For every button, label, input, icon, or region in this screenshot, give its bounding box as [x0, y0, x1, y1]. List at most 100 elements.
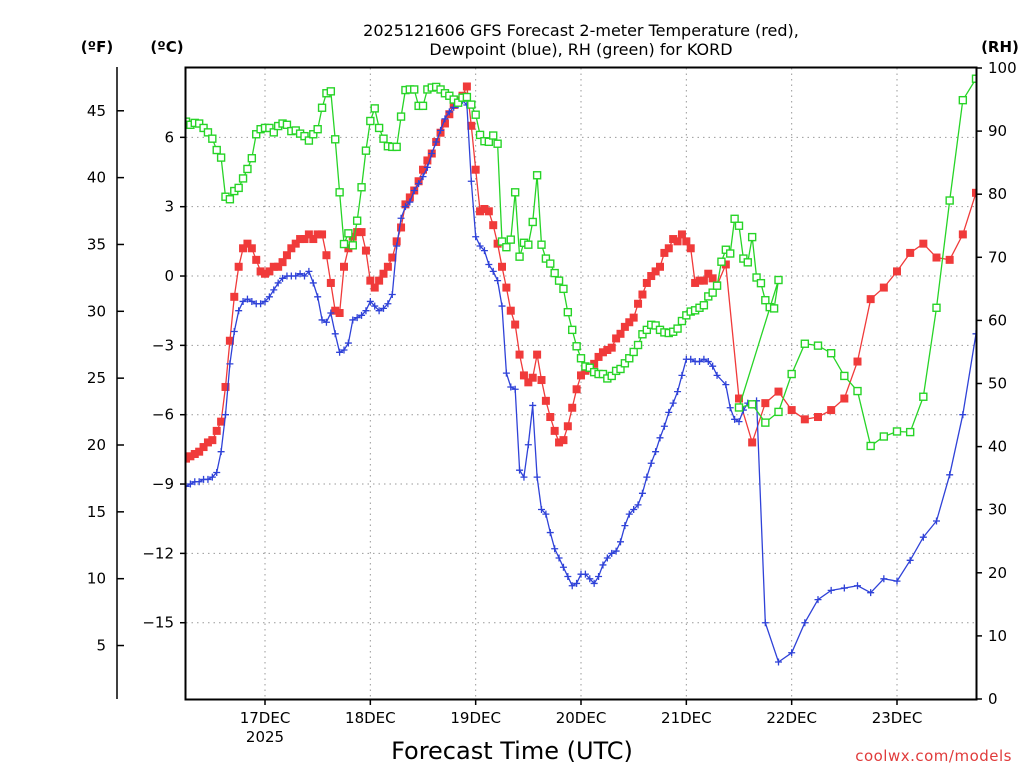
- temperature-point: [515, 350, 524, 359]
- rh-point: [374, 123, 384, 133]
- temperature-point: [735, 394, 743, 403]
- temperature-point: [699, 276, 708, 285]
- temperature-point: [656, 262, 664, 271]
- dewpoint-point: [564, 572, 572, 580]
- celsius-unit-label: (ºC): [150, 38, 183, 56]
- rh-unit-label: (RH): [981, 38, 1019, 56]
- dewpoint-point: [788, 649, 796, 657]
- rh-point: [370, 104, 379, 113]
- temperature-point: [361, 246, 370, 255]
- temperature-point: [375, 276, 384, 285]
- rh-point: [550, 268, 559, 278]
- fahrenheit-tick-label: 45: [87, 102, 106, 120]
- dewpoint-point: [617, 538, 624, 546]
- temperature-point: [612, 334, 621, 343]
- temperature-point: [541, 396, 550, 405]
- temperature-point: [629, 313, 638, 322]
- dewpoint-point: [406, 198, 414, 206]
- dewpoint-point: [520, 473, 528, 481]
- rh-point: [932, 303, 941, 312]
- temperature-point: [353, 228, 362, 237]
- temperature-point: [879, 283, 888, 292]
- rh-point: [282, 120, 292, 129]
- temperature-point: [239, 244, 248, 253]
- temperature-point: [568, 403, 577, 412]
- rh-point: [252, 130, 261, 139]
- rh-point: [243, 164, 252, 174]
- temperature-point: [651, 267, 660, 276]
- dewpoint-point: [362, 307, 370, 315]
- dewpoint-point: [437, 126, 445, 134]
- dewpoint-point: [669, 399, 677, 407]
- temperature-point: [217, 417, 226, 426]
- rh-point: [497, 237, 507, 246]
- temperature-point: [282, 251, 291, 260]
- rh-tick-label: 70: [988, 248, 1007, 266]
- temperature-point: [212, 426, 221, 435]
- dewpoint-point: [511, 385, 519, 393]
- rh-point: [238, 174, 248, 183]
- temperature-point: [221, 382, 230, 391]
- dewpoint-point: [709, 362, 717, 370]
- rh-point: [546, 259, 555, 268]
- temperature-point: [563, 422, 572, 431]
- rh-point: [625, 354, 634, 363]
- rh-point: [304, 136, 314, 145]
- temperature-point: [462, 82, 471, 91]
- temperature-point: [761, 399, 770, 408]
- temperature-point: [186, 452, 195, 461]
- dewpoint-point: [696, 358, 703, 366]
- dewpoint-point: [893, 577, 901, 585]
- temperature-point: [261, 269, 269, 278]
- temperature-point: [419, 165, 427, 174]
- dewpoint-point: [599, 561, 607, 569]
- temperature-point: [524, 378, 533, 387]
- temperature-point: [392, 237, 401, 246]
- temperature-point: [243, 239, 252, 248]
- rh-point: [361, 146, 371, 155]
- rh-point: [541, 254, 551, 263]
- dewpoint-point: [419, 173, 427, 181]
- rh-point: [418, 101, 428, 111]
- dewpoint-point: [498, 302, 506, 310]
- rh-point: [712, 281, 722, 290]
- temperature-point: [590, 359, 599, 368]
- temperature-point: [546, 413, 555, 422]
- rh-point: [313, 125, 322, 134]
- rh-point: [607, 371, 616, 381]
- dewpoint-point: [318, 316, 326, 324]
- fahrenheit-tick-label: 5: [96, 637, 106, 655]
- temperature-point: [331, 306, 340, 315]
- dewpoint-point: [555, 554, 563, 562]
- dewpoint-point: [603, 554, 611, 562]
- dewpoint-point: [217, 448, 225, 456]
- rh-point: [335, 188, 344, 197]
- rh-point: [484, 137, 494, 147]
- temperature-point: [660, 248, 669, 257]
- rh-point: [769, 304, 779, 313]
- temperature-point: [594, 352, 603, 361]
- rh-point: [752, 273, 761, 282]
- dewpoint-point: [731, 415, 739, 423]
- dewpoint-point: [656, 434, 664, 442]
- dewpoint-point: [257, 300, 265, 308]
- temperature-point: [405, 193, 414, 202]
- dewpoint-point: [327, 309, 335, 317]
- rh-point: [199, 123, 208, 133]
- temperature-point: [814, 413, 822, 422]
- rh-point: [396, 112, 406, 121]
- rh-point: [203, 128, 213, 137]
- rh-point: [471, 110, 480, 119]
- dewpoint-point: [301, 272, 308, 280]
- dewpoint-point: [524, 441, 532, 449]
- rh-point: [502, 243, 511, 252]
- dewpoint-point: [401, 203, 409, 211]
- rh-point: [234, 183, 243, 193]
- rh-point: [506, 235, 515, 244]
- rh-point: [638, 330, 647, 339]
- rh-point: [510, 188, 520, 197]
- rh-point: [265, 123, 274, 133]
- temperature-point: [572, 385, 581, 394]
- dewpoint-point: [502, 369, 510, 377]
